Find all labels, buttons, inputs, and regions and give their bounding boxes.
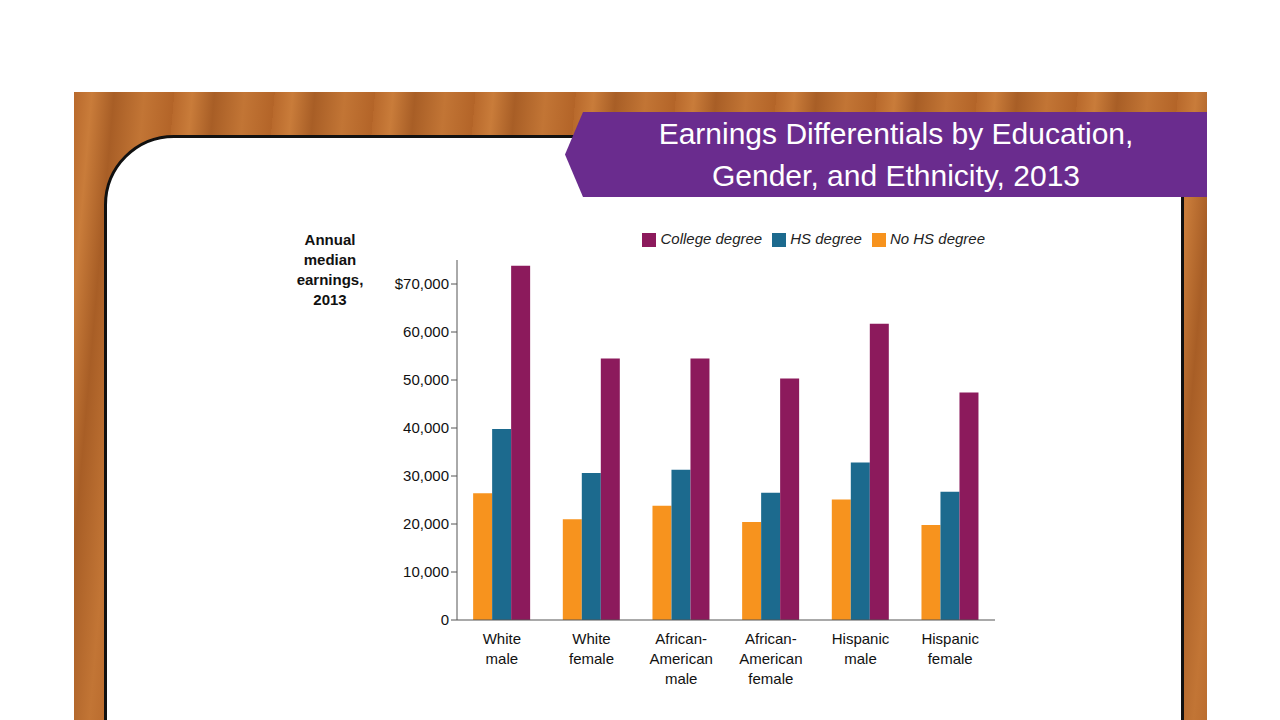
svg-text:0: 0 bbox=[441, 611, 449, 628]
svg-text:Hispanicfemale: Hispanicfemale bbox=[921, 630, 979, 667]
svg-text:African-Americanmale: African-Americanmale bbox=[649, 630, 712, 687]
html-text:No HS degree: No HS degree bbox=[889, 230, 985, 247]
svg-text:Hispanicmale: Hispanicmale bbox=[832, 630, 890, 667]
svg-text:50,000: 50,000 bbox=[403, 371, 449, 388]
svg-text:African-Americanfemale: African-Americanfemale bbox=[739, 630, 802, 687]
svg-text:Whitemale: Whitemale bbox=[483, 630, 521, 667]
svg-text:40,000: 40,000 bbox=[403, 419, 449, 436]
html-text:HS degree: HS degree bbox=[790, 230, 862, 247]
html-text:College degree: College degree bbox=[660, 230, 763, 247]
svg-text:$70,000: $70,000 bbox=[395, 275, 449, 292]
svg-text:10,000: 10,000 bbox=[403, 563, 449, 580]
svg-text:20,000: 20,000 bbox=[403, 515, 449, 532]
svg-text:Whitefemale: Whitefemale bbox=[569, 630, 614, 667]
html-text:Earnings Differentials by Educ: Earnings Differentials by Education, Gen… bbox=[658, 116, 1134, 192]
svg-text:30,000: 30,000 bbox=[403, 467, 449, 484]
svg-text:60,000: 60,000 bbox=[403, 323, 449, 340]
html-text:Annual median earnings, 2013: Annual median earnings, 2013 bbox=[296, 231, 364, 308]
